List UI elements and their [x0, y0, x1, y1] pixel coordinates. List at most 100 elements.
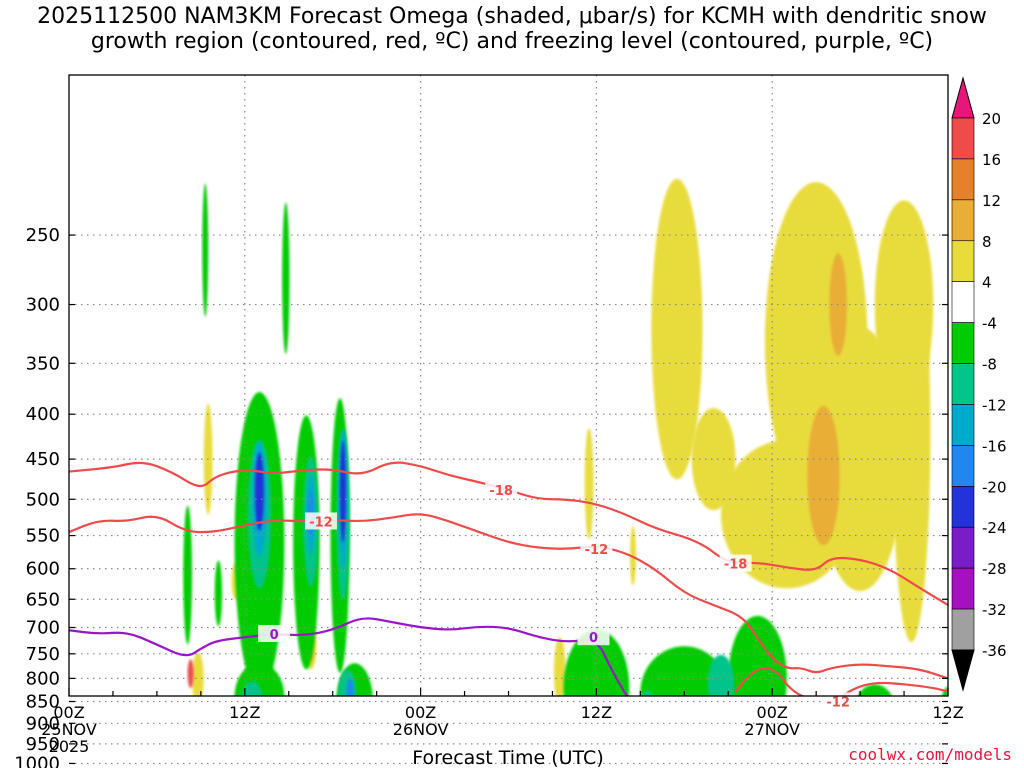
y-tick-label: 250	[26, 225, 60, 246]
x-tick-label: 12Z	[229, 703, 260, 722]
y-tick-label: 650	[26, 589, 60, 610]
omega-cell	[616, 702, 629, 736]
omega-cell	[192, 652, 204, 696]
colorbar-band	[951, 199, 975, 242]
colorbar-band	[951, 526, 975, 569]
y-tick-label: 300	[26, 295, 60, 316]
omega-cell	[857, 684, 893, 696]
colorbar-label: -24	[982, 519, 1007, 537]
omega-cell	[563, 629, 630, 696]
colorbar-band	[951, 158, 975, 201]
colorbar-label: -4	[982, 315, 997, 333]
contour-line	[69, 617, 629, 696]
x-tick-label: 00Z	[53, 703, 84, 722]
x-tick-label: 00Z	[757, 703, 788, 722]
omega-cell	[282, 202, 290, 355]
colorbar-band	[951, 363, 975, 405]
contour-label-bg	[304, 512, 337, 530]
colorbar-label: 20	[982, 110, 1001, 128]
chart-title-line-1: 2025112500 NAM3KM Forecast Omega (shaded…	[37, 4, 987, 29]
omega-cell	[472, 704, 545, 742]
colorbar-band	[951, 281, 975, 323]
y-tick-label: 550	[26, 526, 60, 547]
colorbar-band	[951, 445, 975, 487]
omega-cell	[584, 427, 594, 540]
omega-cell	[346, 678, 354, 696]
colorbar-label: 12	[982, 192, 1001, 210]
y-tick-label: 950	[26, 734, 60, 755]
contour-label: -18	[724, 558, 748, 573]
y-tick-label: 800	[26, 668, 60, 689]
omega-cell	[214, 560, 223, 627]
chart-title-line-2: growth region (contoured, red, ºC) and f…	[90, 29, 934, 54]
colorbar-label: -28	[982, 560, 1007, 578]
omega-cell	[183, 505, 193, 645]
colorbar-label: -36	[982, 642, 1007, 660]
y-tick-label: 750	[26, 644, 60, 665]
colorbar: 20 16 12 8 4 -4 -8 -12 -16 -20 -24 -28 -32 -36	[951, 76, 1007, 692]
contour-label: -18	[489, 484, 513, 499]
x-tick-label: 27NOV	[744, 720, 800, 739]
colorbar-band	[951, 322, 975, 364]
omega-cell	[255, 452, 264, 531]
colorbar-band	[951, 404, 975, 446]
contour-label: -12	[309, 515, 333, 530]
omega-cell	[202, 183, 209, 317]
omega-cell	[643, 700, 655, 730]
contour-label-bg	[577, 628, 610, 646]
colorbar-top-arrow	[951, 76, 975, 119]
contour-label: -12	[826, 696, 850, 711]
omega-cell	[241, 681, 263, 696]
y-tick-label: 700	[26, 618, 60, 639]
y-axis: 2503003504004505005506006507007508008509…	[14, 225, 948, 768]
omega-cell	[187, 659, 194, 689]
x-tick-label: 2025	[49, 737, 90, 756]
colorbar-label: -8	[982, 356, 997, 374]
y-tick-label: 350	[26, 353, 60, 374]
colorbar-label: -16	[982, 437, 1007, 455]
omega-cell	[640, 646, 729, 696]
y-tick-label: 900	[26, 713, 60, 734]
omega-cell	[553, 637, 566, 696]
y-tick-label: 850	[26, 692, 60, 713]
colorbar-label: 16	[982, 151, 1001, 169]
contour-label-bg	[485, 480, 518, 498]
contour-labels: -18 -18 -12 -12 -12 0 0	[258, 480, 855, 711]
omega-cell	[641, 690, 654, 696]
contour-line	[734, 667, 948, 696]
x-tick-label: 00Z	[405, 703, 436, 722]
colorbar-band	[951, 567, 975, 610]
y-tick-label: 500	[26, 489, 60, 510]
y-tick-label: 1000	[14, 753, 60, 768]
contour-label-bg	[258, 624, 291, 642]
omega-cell	[807, 405, 840, 546]
x-tick-label: 12Z	[581, 703, 612, 722]
omega-cell	[707, 654, 735, 696]
colorbar-label: 4	[982, 274, 992, 292]
colorbar-label: -12	[982, 396, 1007, 414]
credit-text: coolwx.com/models	[848, 745, 1012, 764]
colorbar-band	[951, 240, 975, 282]
y-tick-label: 600	[26, 559, 60, 580]
colorbar-band	[951, 486, 975, 528]
colorbar-band	[951, 117, 975, 160]
x-tick-label: 26NOV	[393, 720, 449, 739]
x-axis-label: Forecast Time (UTC)	[412, 747, 603, 768]
colorbar-label: -20	[982, 478, 1007, 496]
y-tick-label: 450	[26, 449, 60, 470]
colorbar-label: -32	[982, 601, 1007, 619]
contour-label: 0	[270, 628, 279, 643]
contour-label-bg	[580, 540, 613, 558]
colorbar-label: 8	[982, 233, 992, 251]
colorbar-bottom-arrow	[951, 649, 975, 692]
y-tick-label: 400	[26, 404, 60, 425]
contour-label-bg	[719, 554, 752, 572]
contour-label-bg	[822, 692, 855, 710]
omega-cell	[691, 407, 736, 511]
contour-line	[69, 513, 948, 680]
contour-label: -12	[585, 543, 609, 558]
contour-label: 0	[589, 631, 598, 646]
x-tick-label: 12Z	[932, 703, 963, 722]
